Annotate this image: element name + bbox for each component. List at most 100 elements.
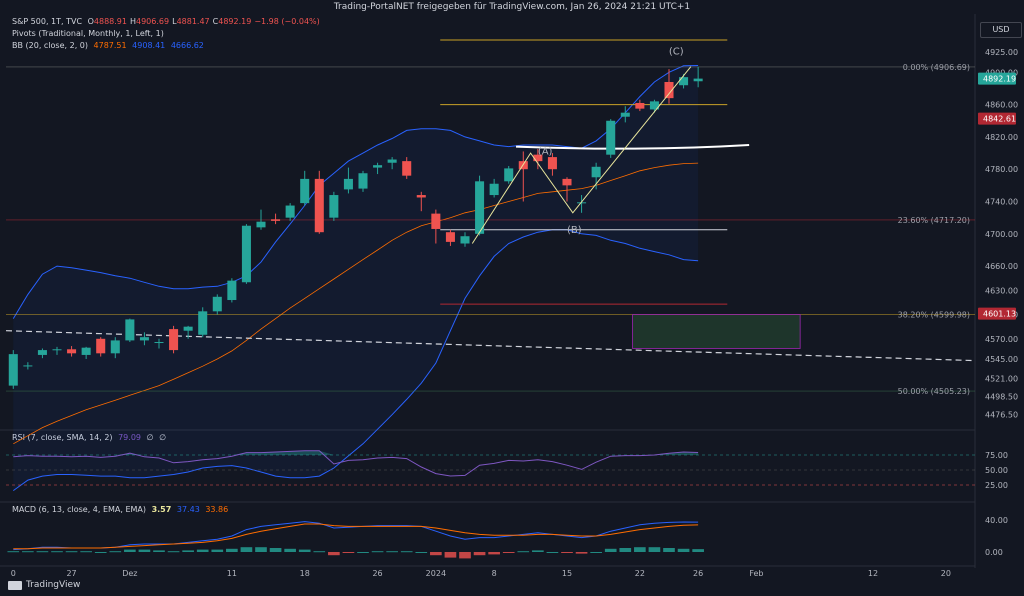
fib-level-label: 50.00% (4505.23) [898,387,970,396]
legend-rsi-empty-2: ∅ [159,433,166,442]
candle [96,337,106,357]
macd-histogram-bar [196,549,209,552]
macd-histogram-bar [255,547,267,552]
candle-body [96,338,106,354]
target-zone-box [632,314,801,349]
legend-ohlc-key: H [129,17,136,26]
candle-body [183,326,193,331]
bb-band-fill [13,65,699,491]
macd-histogram-bar [313,551,326,553]
price-tick-label: 4521.00 [985,374,1018,383]
candle-body [314,178,324,233]
legend-ohlc-value: 4888.91 [93,17,127,26]
legend-macd[interactable]: MACD (6, 13, close, 4, EMA, EMA) 3.57 37… [12,504,228,515]
candle [8,350,18,389]
legend-ohlc-value: 4881.47 [176,17,210,26]
macd-histogram-bar [459,552,471,559]
macd-histogram-bar [153,550,165,552]
time-tick-label: 26 [693,569,703,578]
macd-histogram-bar [342,552,355,553]
macd-histogram-bar [138,549,151,552]
legend-ohlc-value: 4906.69 [136,17,170,26]
candle-body [81,347,91,355]
candle [431,209,441,244]
legend-macd-hist: 3.57 [151,505,172,514]
legend-ohlc-l: L4881.47 [172,17,210,26]
macd-histogram-bar [386,551,398,553]
price-label-box [978,112,1016,125]
candle [504,165,514,184]
macd-signal-line [13,523,699,550]
candle-body [125,319,135,341]
bb-upper-line [12,65,699,319]
candle [67,346,77,357]
candle [635,99,645,112]
macd-histogram-bar [648,547,661,552]
macd-histogram-bar [546,552,559,553]
macd-histogram-bar [473,552,486,556]
macd-histogram-bar [575,552,588,554]
time-tick-label: 18 [300,569,310,578]
elliott-wave-label: (A) [538,147,553,158]
candle-body [460,236,470,244]
legend-symbol[interactable]: S&P 500, 1T, TVC [12,17,83,26]
candle-body [416,195,426,198]
time-tick-label: 2024 [426,569,446,578]
candle [227,278,237,303]
candle-body [489,183,499,196]
legend-rsi[interactable]: RSI (7, close, SMA, 14, 2) 79.09 ∅ ∅ [12,432,166,443]
time-tick-label: Feb [749,569,763,578]
elliott-wave-path [471,66,692,244]
candle [139,332,149,346]
legend-bb[interactable]: BB (20, close, 2, 0) 4787.51 4908.41 466… [12,40,204,51]
candle [460,232,470,247]
legend-macd-label: MACD (6, 13, close, 4, EMA, EMA) [12,505,147,514]
brand-footer[interactable]: TradingView [8,580,80,590]
candle-body [52,349,62,351]
candle-body [693,78,703,82]
candle-body [402,161,412,176]
candle-body [198,311,208,335]
price-tick-label: 4820.00 [985,133,1018,142]
price-tick-label: 4476.50 [985,410,1018,419]
macd-histogram-bar [561,552,573,553]
candle [664,69,674,104]
candle [533,149,543,170]
time-tick-label: 22 [635,569,645,578]
rsi-tick-label: 50.00 [985,466,1008,475]
legend-ohlc-value: −1.98 (−0.04%) [254,17,320,26]
macd-histogram-bar [226,548,238,552]
candle [387,157,397,170]
price-tick-label: 4545.00 [985,355,1018,364]
candle-body [358,173,368,189]
fib-level-label: 23.60% (4717.20) [898,216,970,225]
currency-button[interactable]: USD [980,22,1022,38]
macd-histogram-bar [269,548,282,552]
candle [212,294,222,315]
macd-histogram-bar [604,548,617,552]
candle-body [620,112,630,117]
price-label-box [978,307,1016,320]
candle-body [606,120,616,155]
legend-pivots[interactable]: Pivots (Traditional, Monthly, 1, Left, 1… [12,29,164,38]
candle-body [110,340,120,354]
macd-tick-label: 0.00 [985,548,1003,557]
candle [110,337,120,359]
candle-body [23,365,33,367]
candle [373,162,383,175]
candle-body [154,342,164,344]
macd-histogram-bar [532,550,544,552]
candle-body [300,178,310,204]
bb-basis-line [13,162,699,445]
candle [591,162,601,190]
macd-histogram-bar [51,551,63,553]
candle-body [547,157,557,170]
macd-histogram-bar [182,550,194,552]
fib-level-label: 0.00% (4906.69) [903,63,970,72]
candle-body [387,159,397,163]
time-tick-label: Dez [122,569,137,578]
resistance-curve [515,143,750,150]
candle [154,338,164,349]
macd-histogram-bar [415,552,428,553]
